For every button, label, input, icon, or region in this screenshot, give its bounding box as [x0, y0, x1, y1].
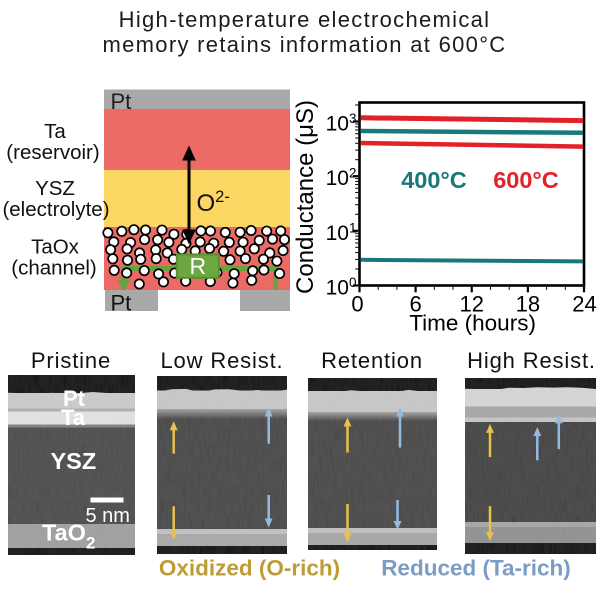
svg-text:102: 102 [326, 166, 357, 191]
svg-text:Low Resist.: Low Resist. [160, 348, 283, 373]
svg-text:Ta: Ta [44, 120, 66, 143]
svg-text:TaOx: TaOx [31, 236, 80, 259]
svg-text:18: 18 [516, 292, 540, 317]
svg-text:YSZ: YSZ [35, 177, 75, 200]
svg-text:Ta: Ta [61, 405, 86, 430]
svg-text:600°C: 600°C [493, 167, 559, 193]
svg-text:(electrolyte): (electrolyte) [2, 198, 109, 221]
svg-text:(reservoir): (reservoir) [6, 141, 99, 164]
svg-text:R: R [189, 253, 206, 279]
svg-text:Oxidized (O-rich): Oxidized (O-rich) [159, 556, 340, 581]
svg-text:Retention: Retention [321, 348, 423, 373]
svg-text:5 nm: 5 nm [86, 505, 130, 527]
svg-text:High Resist.: High Resist. [467, 348, 596, 373]
svg-text:6: 6 [409, 292, 421, 317]
svg-text:0: 0 [351, 292, 363, 317]
svg-text:Pristine: Pristine [31, 348, 111, 373]
svg-text:24: 24 [572, 292, 596, 317]
svg-text:YSZ: YSZ [51, 448, 97, 474]
svg-text:101: 101 [326, 220, 357, 245]
svg-text:103: 103 [326, 111, 357, 136]
svg-text:400°C: 400°C [401, 167, 467, 193]
svg-text:Time (hours): Time (hours) [409, 311, 536, 336]
svg-text:O2-: O2- [197, 188, 230, 217]
svg-text:Pt: Pt [63, 386, 86, 411]
svg-text:Reduced (Ta-rich): Reduced (Ta-rich) [381, 556, 571, 581]
svg-text:Conductance (μS): Conductance (μS) [292, 100, 319, 294]
svg-text:(channel): (channel) [11, 257, 96, 280]
svg-text:12: 12 [460, 292, 484, 317]
svg-text:Pt: Pt [111, 291, 132, 316]
svg-text:Pt: Pt [111, 89, 132, 114]
